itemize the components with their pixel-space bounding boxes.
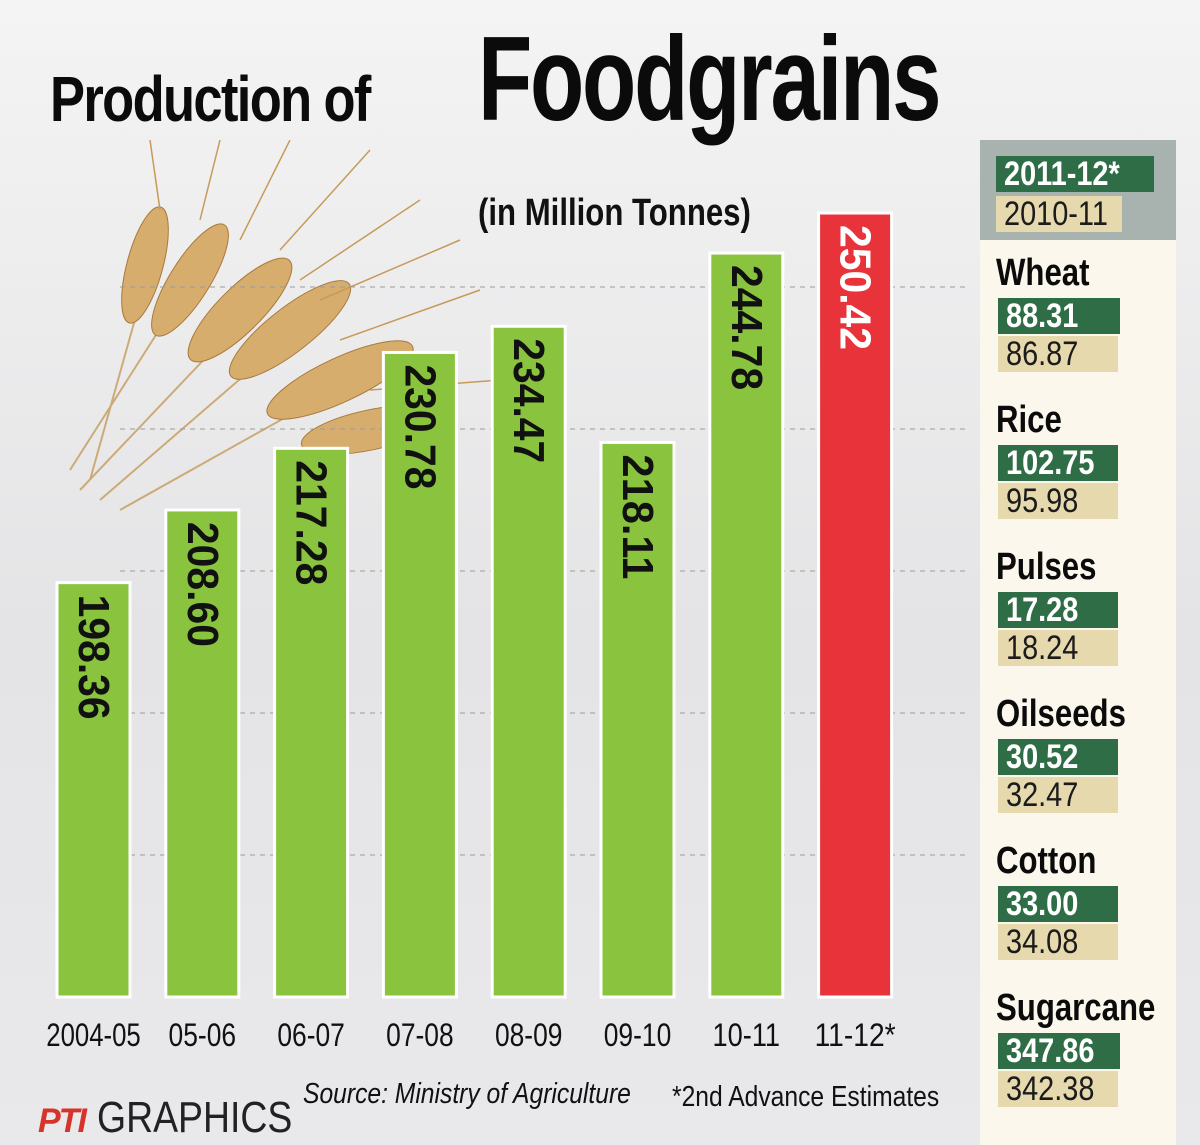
category-label: 07-08 bbox=[386, 1017, 454, 1053]
pti-graphics-logo: PTI GRAPHICS bbox=[38, 1093, 327, 1143]
wheat-illustration bbox=[69, 140, 501, 511]
crop-previous-value: 32.47 bbox=[998, 777, 1118, 813]
chart-subtitle: (in Million Tonnes) bbox=[478, 192, 751, 234]
estimate-note: *2nd Advance Estimates bbox=[672, 1081, 940, 1113]
bar-05-06 bbox=[164, 508, 241, 999]
crop-name: Wheat bbox=[996, 252, 1090, 294]
title-part-2: Foodgrains bbox=[478, 12, 941, 146]
crop-name: Cotton bbox=[996, 840, 1097, 882]
category-label: 2004-05 bbox=[46, 1017, 141, 1053]
category-label: 06-07 bbox=[277, 1017, 345, 1053]
crop-previous-value: 34.08 bbox=[998, 924, 1118, 960]
crop-previous-value: 95.98 bbox=[998, 483, 1118, 519]
crop-current-value: 33.00 bbox=[998, 886, 1118, 922]
bar-08-09 bbox=[490, 324, 567, 999]
crop-current-value: 17.28 bbox=[998, 592, 1118, 628]
bar-value-label: 198.36 bbox=[69, 595, 118, 720]
bar-11-12* bbox=[817, 211, 894, 999]
category-label: 11-12* bbox=[815, 1017, 896, 1053]
title-part-1: Production of bbox=[50, 63, 371, 135]
crop-previous-value: 86.87 bbox=[998, 336, 1118, 372]
bar-10-11 bbox=[708, 251, 785, 999]
crop-name: Rice bbox=[996, 399, 1062, 441]
bar-value-label: 234.47 bbox=[504, 338, 553, 463]
crop-current-value: 347.86 bbox=[998, 1033, 1120, 1069]
bar-value-label: 244.78 bbox=[722, 265, 771, 390]
crop-previous-value: 18.24 bbox=[998, 630, 1118, 666]
bar-06-07 bbox=[273, 446, 350, 999]
category-label: 05-06 bbox=[169, 1017, 237, 1053]
bar-07-08 bbox=[381, 350, 458, 999]
category-label: 09-10 bbox=[604, 1017, 672, 1053]
bar-value-label: 217.28 bbox=[287, 460, 336, 585]
category-label: 10-11 bbox=[713, 1017, 781, 1053]
crop-name: Sugarcane bbox=[996, 987, 1156, 1029]
source-note: Source: Ministry of Agriculture bbox=[303, 1078, 631, 1110]
category-label: 08-09 bbox=[495, 1017, 563, 1053]
sidebar-legend: 2011-12* 2010-11 bbox=[980, 140, 1176, 240]
pti-logo-mark: PTI bbox=[38, 1102, 87, 1140]
legend-previous: 2010-11 bbox=[996, 196, 1122, 232]
crop-current-value: 30.52 bbox=[998, 739, 1118, 775]
bar-value-label: 230.78 bbox=[395, 364, 444, 489]
bar-chart: 198.36 2004-05 208.60 05-06 217.28 06-07 230.7… bbox=[46, 211, 970, 1053]
crop-previous-value: 342.38 bbox=[998, 1071, 1118, 1107]
graphics-text: GRAPHICS bbox=[97, 1093, 293, 1142]
crop-sidebar: 2011-12* 2010-11 Wheat 88.31 86.87 Rice 102.… bbox=[980, 140, 1176, 1145]
crop-current-value: 102.75 bbox=[998, 445, 1118, 481]
bar-09-10 bbox=[599, 440, 676, 999]
bar-2004-05 bbox=[55, 581, 132, 999]
crop-name: Pulses bbox=[996, 546, 1097, 588]
bar-value-label: 218.11 bbox=[613, 454, 662, 579]
crop-current-value: 88.31 bbox=[998, 298, 1120, 334]
legend-current: 2011-12* bbox=[996, 156, 1154, 192]
bar-value-label: 250.42 bbox=[831, 225, 880, 350]
bar-value-label: 208.60 bbox=[178, 522, 227, 647]
crop-name: Oilseeds bbox=[996, 693, 1126, 735]
